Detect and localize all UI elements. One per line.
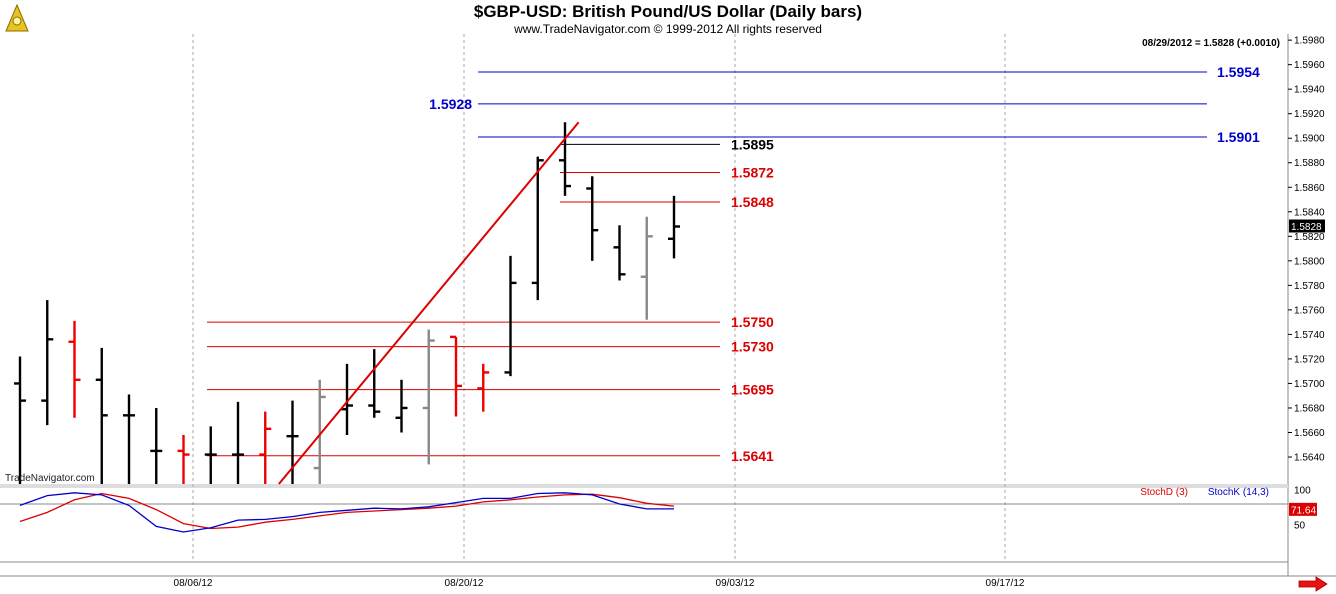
last-price-label: 1.5828 xyxy=(1291,222,1322,233)
x-tick-label: 08/06/12 xyxy=(174,578,213,589)
x-axis: 08/06/12 08/20/12 09/03/12 09/17/12 xyxy=(174,578,1025,589)
y-tick-label: 1.5760 xyxy=(1294,305,1325,316)
stochastic-panel: 100 50 StochD (3) StochK (14,3) 71.64 xyxy=(0,486,1317,533)
level-label: 1.5954 xyxy=(1217,64,1260,80)
last-quote: 08/29/2012 = 1.5828 (+0.0010) xyxy=(1142,38,1280,49)
level-label: 1.5848 xyxy=(731,194,774,210)
trendline xyxy=(278,121,580,485)
y-tick-label: 1.5860 xyxy=(1294,183,1325,194)
scroll-right-arrow-icon[interactable] xyxy=(1298,576,1328,592)
y-tick-label: 1.5700 xyxy=(1294,379,1325,390)
x-tick-label: 09/17/12 xyxy=(986,578,1025,589)
stoch-current-label: 71.64 xyxy=(1291,505,1316,516)
level-label: 1.5750 xyxy=(731,314,774,330)
chart-frame xyxy=(0,34,1336,577)
stoch-tick-label: 50 xyxy=(1294,521,1306,532)
y-tick-label: 1.5980 xyxy=(1294,36,1325,47)
y-tick-label: 1.5800 xyxy=(1294,256,1325,267)
y-tick-label: 1.5820 xyxy=(1294,232,1325,243)
level-label: 1.5872 xyxy=(731,165,774,181)
trade-navigator-logo-icon xyxy=(5,4,29,32)
stoch-d-line xyxy=(19,492,675,530)
chart-subtitle: www.TradeNavigator.com © 1999-2012 All r… xyxy=(514,22,822,36)
y-tick-label: 1.5680 xyxy=(1294,403,1325,414)
y-tick-label: 1.5960 xyxy=(1294,60,1325,71)
level-label: 1.5901 xyxy=(1217,129,1260,145)
stoch-d-legend: StochD (3) xyxy=(1140,487,1188,498)
watermark: TradeNavigator.com xyxy=(5,473,95,484)
y-tick-label: 1.5940 xyxy=(1294,85,1325,96)
y-tick-label: 1.5920 xyxy=(1294,109,1325,120)
level-label: 1.5641 xyxy=(731,448,774,464)
level-label: 1.5928 xyxy=(429,96,472,112)
y-tick-label: 1.5660 xyxy=(1294,428,1325,439)
y-tick-label: 1.5740 xyxy=(1294,330,1325,341)
y-tick-label: 1.5640 xyxy=(1294,453,1325,464)
x-tick-label: 08/20/12 xyxy=(445,578,484,589)
price-bars xyxy=(14,122,680,484)
stoch-current-box xyxy=(1289,502,1317,516)
level-label: 1.5895 xyxy=(731,136,774,152)
chart-title: $GBP-USD: British Pound/US Dollar (Daily… xyxy=(473,2,863,21)
stoch-tick-label: 100 xyxy=(1294,486,1311,497)
level-label: 1.5730 xyxy=(731,339,774,355)
price-panel xyxy=(0,34,1288,484)
stoch-k-line xyxy=(19,492,674,533)
trend-line xyxy=(278,121,580,485)
grid-lines xyxy=(192,34,1006,562)
y-tick-label: 1.5900 xyxy=(1294,134,1325,145)
y-tick-label: 1.5840 xyxy=(1294,207,1325,218)
y-tick-label: 1.5780 xyxy=(1294,281,1325,292)
y-tick-label: 1.5880 xyxy=(1294,158,1325,169)
panel-separator xyxy=(0,484,1288,488)
last-price-box xyxy=(1289,219,1325,233)
stoch-k-legend: StochK (14,3) xyxy=(1208,487,1269,498)
y-tick-label: 1.5720 xyxy=(1294,354,1325,365)
x-tick-label: 09/03/12 xyxy=(716,578,755,589)
level-label: 1.5695 xyxy=(731,382,774,398)
y-axis: 1.5640 1.5660 1.5680 1.5700 1.5720 1.5740 1.57… xyxy=(5,36,1325,484)
price-levels: 1.5954 1.5928 1.5901 1.5895 1.5872 1.5848 1.57… xyxy=(207,64,1260,464)
